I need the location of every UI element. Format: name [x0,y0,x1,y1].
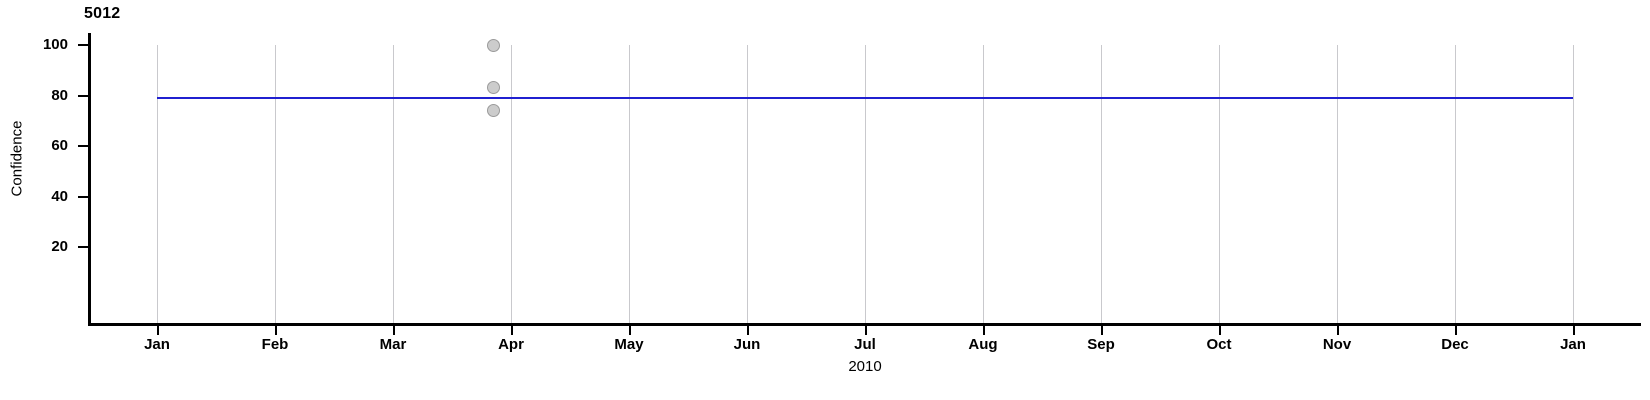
x-tick-label-6: Jul [854,336,876,353]
data-point[interactable] [486,81,500,95]
x-tick-10 [1337,326,1339,335]
x-tick-label-4: May [614,336,644,353]
x-tick-0 [157,326,159,335]
gridline-jun-5 [747,45,748,323]
x-tick-label-1: Feb [261,336,289,353]
gridline-aug-7 [983,45,984,323]
x-tick-label-0: Jan [144,336,170,353]
gridline-sep-8 [1101,45,1102,323]
x-tick-1 [275,326,277,335]
gridline-jan-0 [157,45,158,323]
x-tick-label-12: Jan [1560,336,1586,353]
x-tick-label-7: Aug [968,336,998,353]
y-tick-60 [78,145,88,147]
x-tick-7 [983,326,985,335]
y-tick-100 [78,44,88,46]
x-tick-5 [747,326,749,335]
x-tick-label-11: Dec [1441,336,1469,353]
x-tick-3 [511,326,513,335]
x-tick-8 [1101,326,1103,335]
data-point[interactable] [486,38,500,52]
data-point[interactable] [486,104,500,118]
gridline-apr-3 [511,45,512,323]
x-axis-title: 2010 [848,358,882,375]
chart-title: 5012 [84,5,121,22]
gridline-jan-12 [1573,45,1574,323]
gridline-nov-10 [1337,45,1338,323]
x-tick-label-5: Jun [733,336,761,353]
x-tick-label-8: Sep [1087,336,1115,353]
gridline-feb-1 [275,45,276,323]
x-tick-12 [1573,326,1575,335]
gridline-oct-9 [1219,45,1220,323]
x-axis-line [88,323,1641,326]
x-tick-label-3: Apr [498,336,524,353]
threshold-line [157,96,1573,99]
x-tick-11 [1455,326,1457,335]
x-tick-label-9: Oct [1206,336,1232,353]
y-tick-20 [78,246,88,248]
gridline-jul-6 [865,45,866,323]
y-tick-label-60: 60 [51,137,68,154]
y-tick-label-40: 40 [51,187,68,205]
x-tick-label-2: Mar [379,336,407,353]
y-tick-label-80: 80 [51,86,68,104]
gridline-may-4 [629,45,630,323]
x-tick-4 [629,326,631,335]
gridline-mar-2 [393,45,394,323]
x-tick-2 [393,326,395,335]
y-axis-line [88,33,91,326]
x-tick-6 [865,326,867,335]
y-tick-label-100: 100 [42,36,68,53]
x-tick-9 [1219,326,1221,335]
y-tick-label-20: 20 [51,238,68,255]
y-tick-80 [78,94,88,97]
gridline-dec-11 [1455,45,1456,323]
x-tick-label-10: Nov [1322,336,1352,353]
y-tick-40 [78,195,88,198]
